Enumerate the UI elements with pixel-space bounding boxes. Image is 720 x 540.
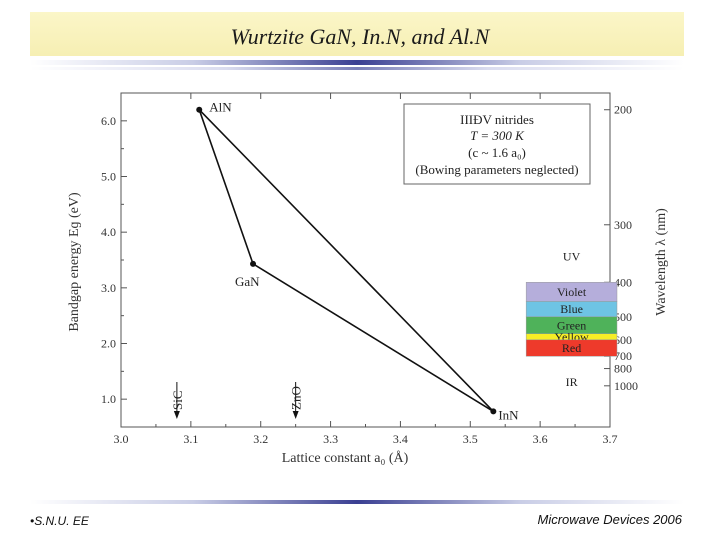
legend-line-1: IIIĐV nitrides — [460, 112, 534, 127]
y2-tick-label: 800 — [614, 362, 632, 376]
y2-tick-label: 400 — [614, 275, 632, 289]
y2-tick-label: 1000 — [614, 379, 638, 393]
substrate-arrowhead-sic — [173, 411, 180, 419]
substrate-arrowhead-zno — [292, 411, 299, 419]
spectrum-label-red: Red — [562, 341, 581, 355]
y-tick-label: 2.0 — [101, 337, 116, 351]
spectrum-label-green: Green — [557, 318, 586, 332]
x-tick-label: 3.0 — [114, 432, 129, 446]
material-points: AlN GaN InN — [196, 100, 519, 422]
y2-axis-label: Wavelength λ (nm) — [654, 208, 669, 316]
x-tick-label: 3.4 — [393, 432, 408, 446]
legend-line-3: (c ~ 1.6 a₀) — [468, 145, 526, 160]
point-label-inn: InN — [498, 407, 519, 422]
y-axis-label: Bandgap energy Eɡ (eV) — [67, 192, 82, 332]
x-tick-label: 3.2 — [253, 432, 268, 446]
x-tick-label: 3.3 — [323, 432, 338, 446]
point-label-aln: AlN — [209, 100, 232, 115]
line-gan-inn — [252, 263, 494, 413]
spectrum-label-uv: UV — [563, 249, 581, 263]
substrate-label-sic: SiC — [170, 390, 185, 410]
point-aln — [196, 106, 203, 113]
y-tick-label: 6.0 — [101, 114, 116, 128]
y-tick-label: 3.0 — [101, 281, 116, 295]
footer-institution: •S.N.U. EE — [30, 514, 89, 528]
spectrum-label-ir: IR — [566, 375, 578, 389]
y2-tick-label: 300 — [614, 218, 632, 232]
legend-line-4: (Bowing parameters neglected) — [415, 162, 578, 177]
slide-title: Wurtzite GaN, In.N, and Al.N — [230, 24, 490, 49]
point-gan — [250, 260, 257, 267]
y2-tick-label: 500 — [614, 310, 632, 324]
line-aln-gan — [198, 109, 254, 265]
y2-tick-label: 200 — [614, 103, 632, 117]
spectrum-label-violet: Violet — [557, 285, 587, 299]
substrate-markers: SiC ZnO — [170, 382, 304, 419]
title-rule — [30, 60, 684, 65]
x-tick-labels: 3.0 3.1 3.2 3.3 3.4 3.5 3.6 3.7 — [114, 432, 618, 446]
title-bar — [30, 12, 684, 56]
substrate-label-zno: ZnO — [289, 386, 304, 410]
y-tick-label: 4.0 — [101, 225, 116, 239]
y-tick-label: 1.0 — [101, 392, 116, 406]
y2-tick-label: 600 — [614, 333, 632, 347]
y-tick-label: 5.0 — [101, 170, 116, 184]
x-tick-label: 3.7 — [603, 432, 618, 446]
x-axis-label: Lattice constant a₀ (Å) — [282, 450, 409, 466]
point-inn — [490, 408, 497, 415]
title-rule-thin — [30, 67, 684, 70]
y2-tick-label: 700 — [614, 349, 632, 363]
x-tick-label: 3.6 — [533, 432, 548, 446]
y-tick-labels: 1.0 2.0 3.0 4.0 5.0 6.0 — [101, 114, 116, 406]
point-label-gan: GaN — [235, 274, 260, 289]
legend-line-2: T = 300 K — [470, 128, 525, 143]
legend-box: IIIĐV nitrides T = 300 K (c ~ 1.6 a₀) (B… — [403, 103, 591, 185]
x-tick-label: 3.5 — [463, 432, 478, 446]
footer-rule — [30, 500, 684, 504]
spectrum-band-red — [525, 339, 618, 357]
x-tick-label: 3.1 — [183, 432, 198, 446]
nitride-lines — [198, 109, 494, 413]
footer-course: Microwave Devices 2006 — [537, 512, 682, 527]
line-aln-inn — [198, 109, 494, 412]
spectrum-label-blue: Blue — [560, 302, 583, 316]
